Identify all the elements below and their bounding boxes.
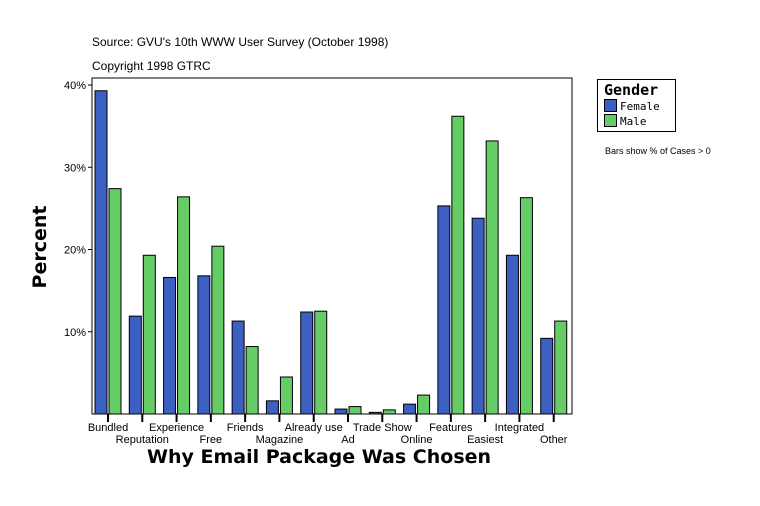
y-tick-label: 20% xyxy=(64,245,86,257)
y-tick-label: 30% xyxy=(64,162,86,174)
bar-male-integrated xyxy=(519,197,533,415)
bar-female-ad xyxy=(334,408,348,415)
bar-male-easiest xyxy=(485,140,499,415)
bar-female-easiest xyxy=(471,217,485,415)
male-swatch xyxy=(604,114,617,127)
x-tick-label: Integrated xyxy=(495,422,545,434)
legend: Gender Female Male xyxy=(597,79,676,132)
bar-female-features xyxy=(437,205,451,415)
x-tick-label: Other xyxy=(540,434,568,446)
bar-male-other xyxy=(554,320,568,415)
source-text: Source: GVU's 10th WWW User Survey (Octo… xyxy=(92,35,389,49)
bar-female-free xyxy=(197,275,211,415)
x-tick-label: Friends xyxy=(227,422,264,434)
bar-male-bundled xyxy=(108,188,122,415)
x-tick-label: Free xyxy=(200,434,223,446)
bar-female-trade-show xyxy=(368,411,382,415)
legend-title: Gender xyxy=(604,81,659,99)
bar-male-friends xyxy=(245,346,259,415)
copyright-text: Copyright 1998 GTRC xyxy=(92,59,211,73)
bar-male-ad xyxy=(348,406,362,415)
x-tick-label: Already use xyxy=(285,422,343,434)
x-tick-label: Trade Show xyxy=(353,422,412,434)
bar-male-free xyxy=(211,245,225,415)
x-tick-label: Online xyxy=(401,434,433,446)
bar-male-trade-show xyxy=(382,409,396,415)
bar-female-integrated xyxy=(505,254,519,415)
bar-female-online xyxy=(403,403,417,415)
x-tick-label: Experience xyxy=(149,422,204,434)
bar-female-bundled xyxy=(94,90,108,415)
bar-male-features xyxy=(451,115,465,415)
y-tick-label: 10% xyxy=(64,327,86,339)
legend-item-male: Male xyxy=(604,114,647,128)
bar-female-magazine xyxy=(265,400,279,415)
x-tick-label: Magazine xyxy=(256,434,304,446)
x-axis-label: Why Email Package Was Chosen xyxy=(147,446,492,468)
bar-male-magazine xyxy=(279,376,293,415)
x-tick-label: Reputation xyxy=(116,434,169,446)
bar-female-friends xyxy=(231,320,245,415)
bar-male-reputation xyxy=(142,254,156,415)
legend-label: Female xyxy=(620,100,660,113)
legend-item-female: Female xyxy=(604,99,660,113)
bar-female-experience xyxy=(163,276,177,415)
bar-male-experience xyxy=(177,196,191,415)
female-swatch xyxy=(604,99,617,112)
x-tick-label: Easiest xyxy=(467,434,503,446)
bar-female-other xyxy=(540,337,554,415)
y-axis-label: Percent xyxy=(29,205,51,289)
bar-male-online xyxy=(417,394,431,415)
bar-female-reputation xyxy=(128,315,142,415)
bar-female-already-use xyxy=(300,311,314,415)
note-text: Bars show % of Cases > 0 xyxy=(605,146,711,156)
legend-label: Male xyxy=(620,115,647,128)
x-tick-label: Bundled xyxy=(88,422,128,434)
bar-male-already-use xyxy=(314,310,328,415)
y-tick-label: 40% xyxy=(64,80,86,92)
x-tick-label: Ad xyxy=(341,434,354,446)
x-tick-label: Features xyxy=(429,422,473,434)
